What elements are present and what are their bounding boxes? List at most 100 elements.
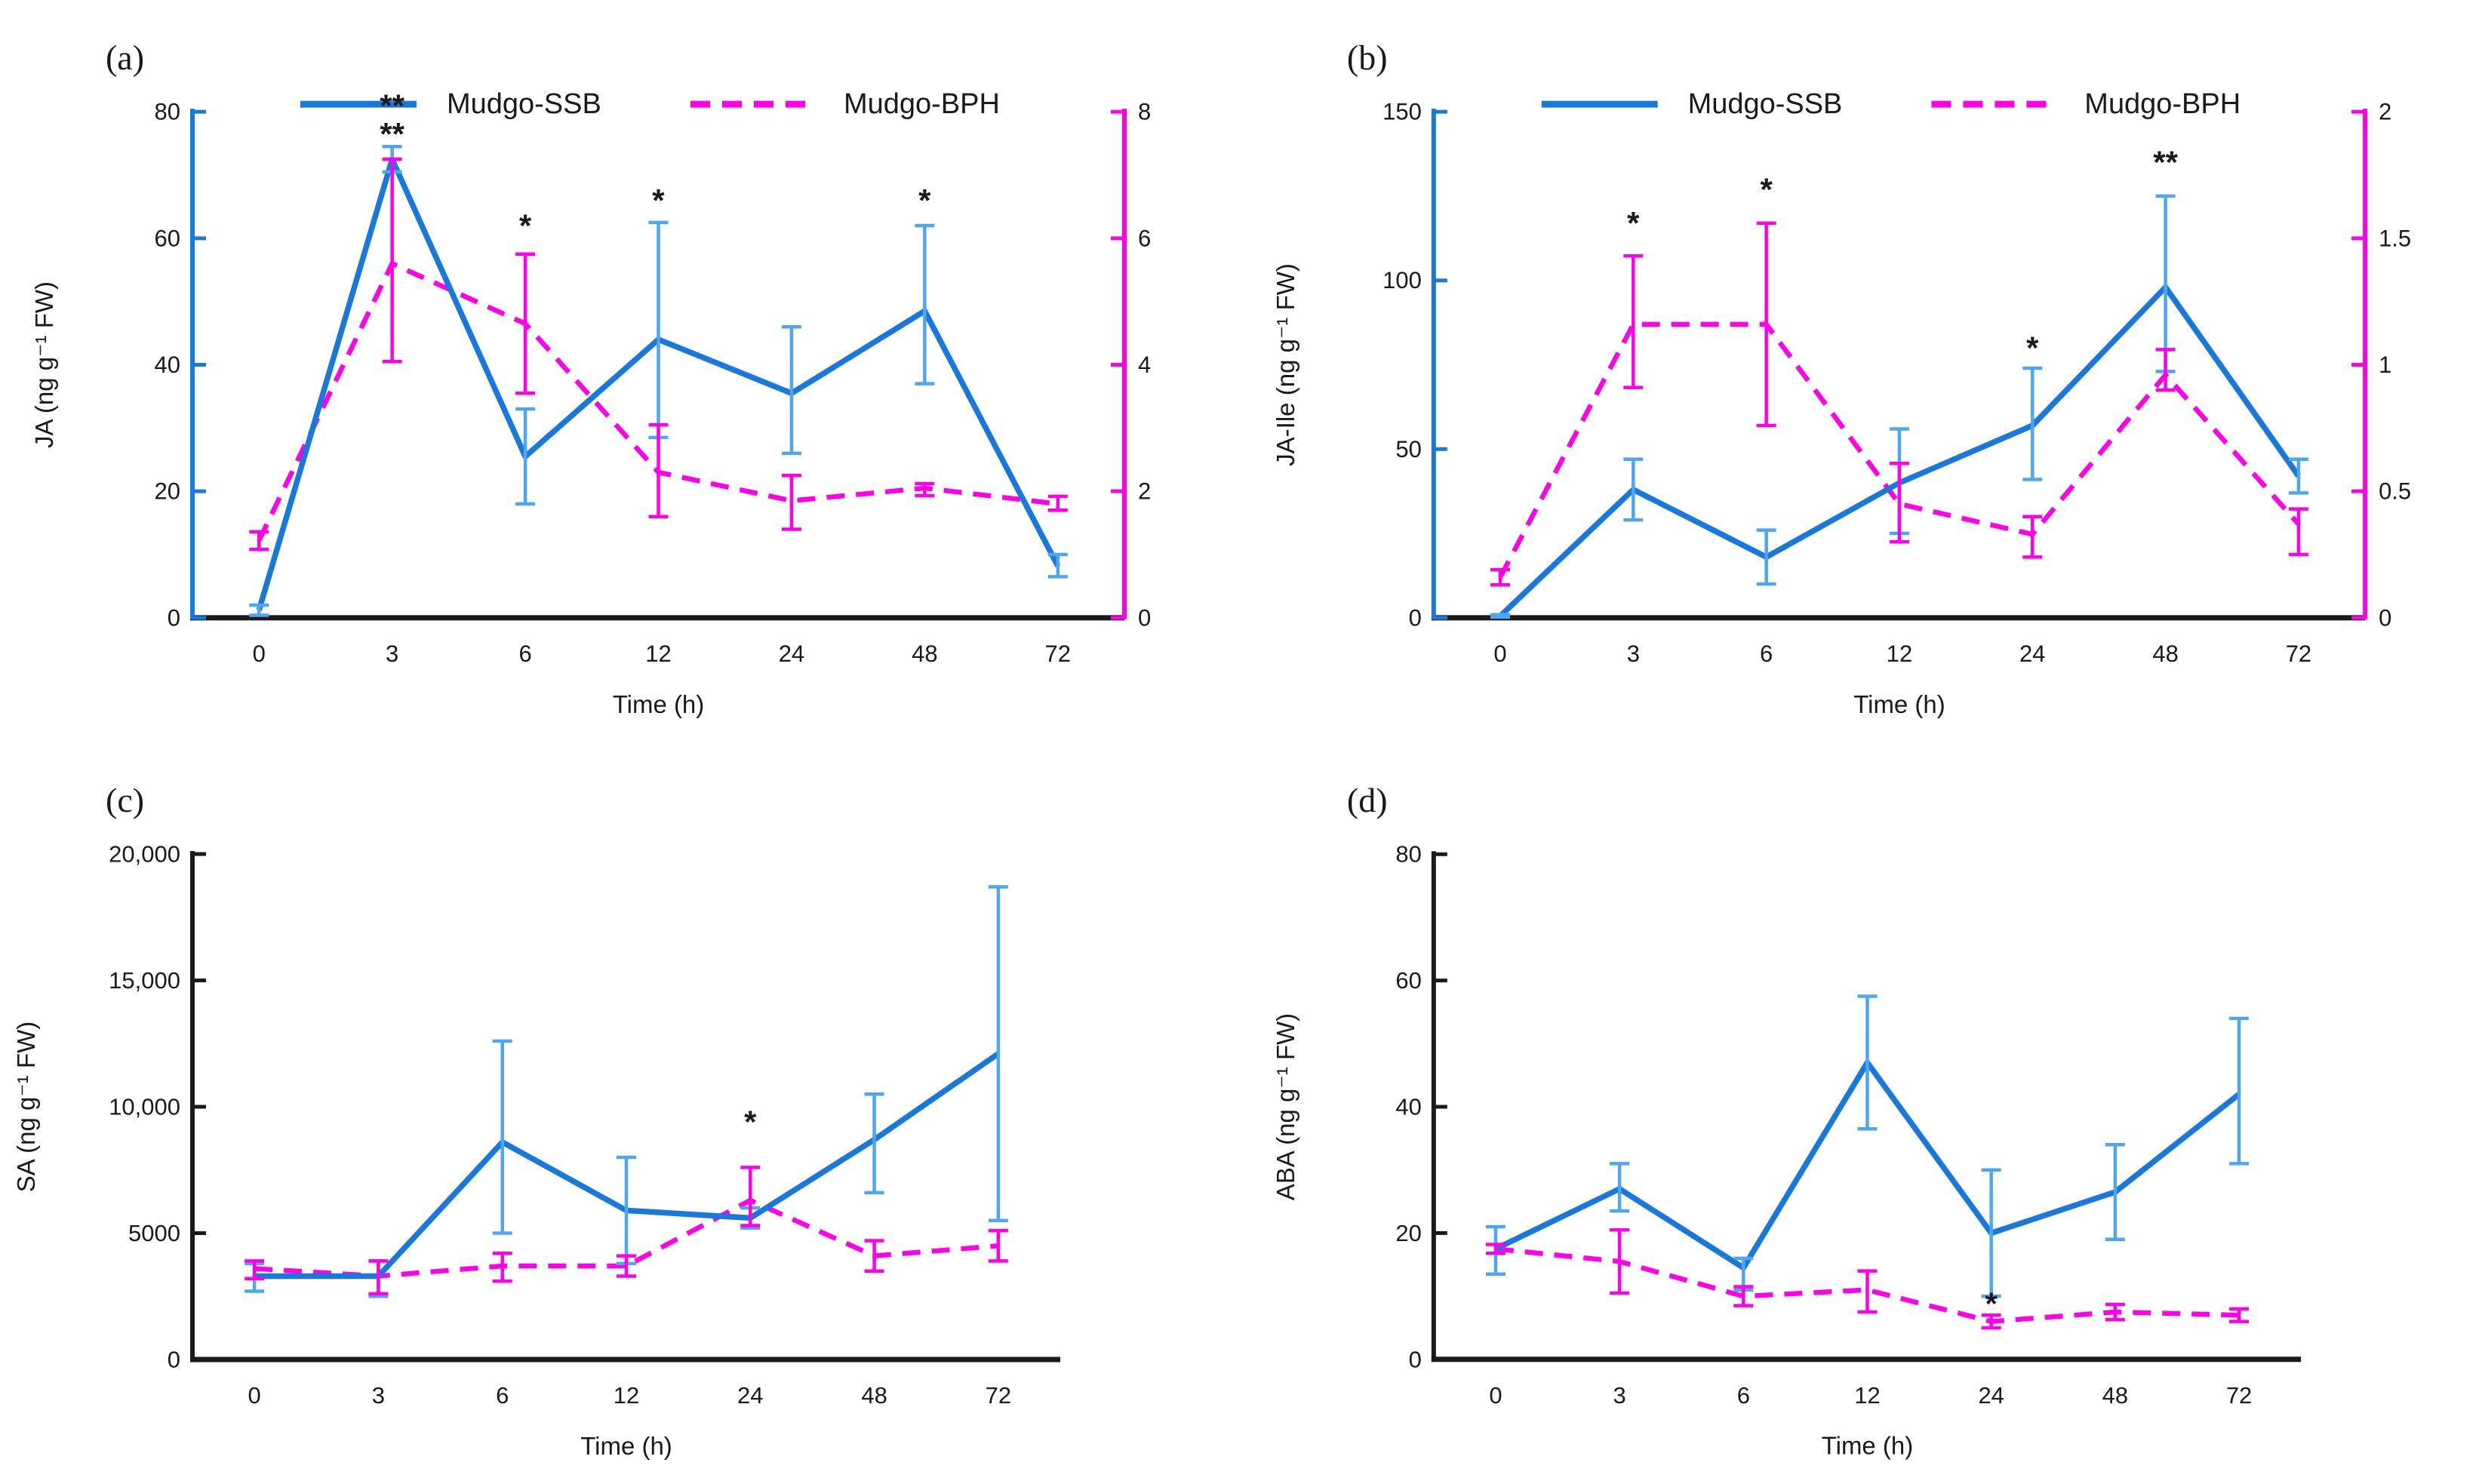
- panel-letter: (d): [1347, 781, 1388, 819]
- x-axis-tick-label: 24: [1978, 1382, 2004, 1409]
- panel-letter: (b): [1347, 38, 1388, 77]
- significance-asterisk: *: [1760, 171, 1773, 207]
- y-axis-title: SA (ng g⁻¹ FW): [12, 1022, 40, 1192]
- x-axis-tick-label: 72: [986, 1382, 1011, 1409]
- x-axis-tick-label: 3: [1613, 1382, 1626, 1409]
- significance-asterisk: *: [1627, 205, 1640, 241]
- significance-asterisk: **: [380, 88, 404, 123]
- panel-d: (d) 0 20 40 60 80 0 3 6 12 24 48 72 Time (h) ABA (ng g…: [1241, 742, 2482, 1484]
- x-axis-tick-label: 72: [2286, 641, 2311, 667]
- panel-b: (b) Mudgo-SSB Mudgo-BPH 0 50 100 150 0 0.5 1 1.5 2 0…: [1241, 0, 2482, 742]
- panel-a: (a) Mudgo-SSB Mudgo-BPH 0 20 40 60 80 0 2 4 6 8 0 3 6 12…: [0, 0, 1241, 742]
- error-bars-mudgo-ssb: [1490, 194, 2308, 619]
- y-axis-left-tick-label: 60: [155, 225, 180, 251]
- y-axis-title: ABA (ng g⁻¹ FW): [1272, 1013, 1299, 1200]
- x-axis-tick-label: 3: [1627, 641, 1640, 667]
- y-axis-left-tick-label: 80: [155, 99, 180, 125]
- x-axis-tick-label: 0: [1493, 641, 1506, 667]
- x-axis-tick-label: 12: [1854, 1382, 1880, 1409]
- y-axis-left-tick-label: 0: [1409, 1346, 1422, 1372]
- x-axis-tick-label: 6: [496, 1382, 509, 1409]
- y-axis-left-tick-label: 40: [1395, 1094, 1421, 1120]
- legend-ssb-label: Mudgo-SSB: [447, 88, 601, 120]
- y-axis-left-tick-label: 80: [1395, 841, 1421, 868]
- significance-asterisk: **: [2153, 145, 2178, 180]
- panel-c-chart: (c) 0 5000 10,000 15,000 20,000 0 3 6 12 24 48 72 Tim…: [12, 781, 1060, 1460]
- x-axis-title: Time (h): [613, 690, 705, 718]
- legend-bph-label: Mudgo-BPH: [844, 88, 1000, 120]
- x-axis-tick-label: 0: [248, 1382, 261, 1409]
- x-axis-tick-label: 48: [2152, 641, 2178, 667]
- y-axis-left-tick-label: 60: [1395, 967, 1421, 994]
- x-axis-title: Time (h): [1853, 690, 1945, 718]
- x-axis-tick-label: 3: [372, 1382, 385, 1409]
- x-axis-tick-label: 24: [2019, 641, 2045, 667]
- x-axis-tick-label: 48: [2102, 1382, 2128, 1409]
- y-axis-left-tick-label: 20: [1395, 1220, 1421, 1246]
- y-axis-right-tick-label: 0: [2379, 604, 2391, 631]
- panel-letter: (c): [106, 781, 144, 819]
- significance-asterisk: *: [2026, 330, 2039, 366]
- y-axis-left-tick-label: 150: [1382, 99, 1422, 125]
- y-axis-title: JA (ng g⁻¹ FW): [30, 281, 58, 448]
- x-axis-tick-label: 0: [253, 641, 266, 667]
- y-axis-left-tick-label: 40: [155, 352, 180, 378]
- legend-ssb-label: Mudgo-SSB: [1688, 88, 1843, 120]
- error-bars-mudgo-ssb: [1485, 994, 2250, 1298]
- x-axis-tick-label: 12: [614, 1382, 639, 1409]
- y-axis-right-tick-label: 8: [1138, 99, 1151, 125]
- y-axis-right-tick-label: 6: [1138, 225, 1151, 251]
- significance-asterisk: **: [380, 116, 404, 152]
- x-axis-tick-label: 24: [779, 641, 804, 667]
- x-axis-title: Time (h): [1822, 1432, 1914, 1460]
- x-axis-tick-label: 6: [1737, 1382, 1750, 1409]
- y-axis-left-tick-label: 15,000: [109, 967, 180, 994]
- y-axis-right-tick-label: 0.5: [2379, 478, 2411, 505]
- y-axis-left-tick-label: 100: [1382, 267, 1422, 293]
- significance-asterisk: *: [1985, 1286, 1998, 1322]
- x-axis-tick-label: 6: [1760, 641, 1773, 667]
- x-axis-tick-label: 12: [1887, 641, 1912, 667]
- x-axis-tick-label: 48: [912, 641, 937, 667]
- y-axis-right-tick-label: 1.5: [2379, 225, 2411, 251]
- legend-bph-label: Mudgo-BPH: [2084, 88, 2241, 120]
- error-bars-mudgo-bph: [245, 1166, 1008, 1296]
- x-axis-tick-label: 24: [737, 1382, 763, 1409]
- y-axis-left-tick-label: 5000: [128, 1220, 180, 1246]
- panel-letter: (a): [106, 38, 144, 77]
- error-bars-mudgo-bph: [249, 157, 1068, 552]
- x-axis-tick-label: 12: [645, 641, 671, 667]
- y-axis-right-tick-label: 4: [1138, 352, 1151, 378]
- x-axis-tick-label: 48: [861, 1382, 887, 1409]
- error-bars-mudgo-bph: [1485, 1227, 2250, 1330]
- y-axis-left-tick-label: 20,000: [109, 841, 180, 868]
- y-axis-left-tick-label: 0: [168, 604, 180, 631]
- significance-asterisk: *: [744, 1105, 757, 1140]
- y-axis-right-tick-label: 2: [1138, 478, 1151, 505]
- x-axis-tick-label: 3: [386, 641, 398, 667]
- y-axis-right-tick-label: 1: [2379, 352, 2391, 378]
- error-bars-mudgo-ssb: [245, 885, 1008, 1298]
- y-axis-left-tick-label: 0: [1409, 604, 1422, 631]
- y-axis-right-tick-label: 0: [1138, 604, 1151, 631]
- significance-asterisk: *: [652, 183, 665, 218]
- x-axis-tick-label: 72: [2226, 1382, 2252, 1409]
- x-axis-tick-label: 72: [1045, 641, 1071, 667]
- y-axis-left-tick-label: 50: [1395, 436, 1421, 462]
- error-bars-mudgo-bph: [1490, 221, 2308, 587]
- significance-asterisk: *: [918, 183, 931, 218]
- panel-b-chart: (b) Mudgo-SSB Mudgo-BPH 0 50 100 150 0 0.5 1 1.5 2 0…: [1272, 38, 2411, 718]
- panel-c: (c) 0 5000 10,000 15,000 20,000 0 3 6 12 24 48 72 Tim…: [0, 742, 1241, 1484]
- x-axis-tick-label: 6: [518, 641, 531, 667]
- y-axis-right-tick-label: 2: [2379, 99, 2391, 125]
- x-axis-title: Time (h): [580, 1432, 672, 1460]
- x-axis-tick-label: 0: [1489, 1382, 1502, 1409]
- panel-d-chart: (d) 0 20 40 60 80 0 3 6 12 24 48 72 Time (h) ABA (ng g…: [1272, 781, 2302, 1460]
- significance-asterisk: *: [519, 208, 532, 244]
- y-axis-left-tick-label: 10,000: [109, 1094, 180, 1120]
- y-axis-left-tick-label: 0: [168, 1347, 180, 1373]
- y-axis-title: JA-Ile (ng g⁻¹ FW): [1272, 263, 1299, 466]
